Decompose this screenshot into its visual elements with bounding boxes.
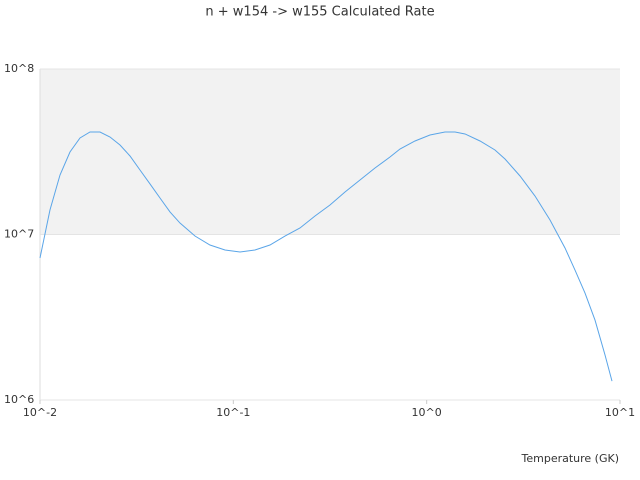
- line-series: [39, 131, 613, 382]
- x-tick-label: 10^-2: [23, 406, 57, 419]
- x-tick-label: 10^1: [605, 406, 635, 419]
- y-tick-label: 10^6: [4, 393, 34, 406]
- chart-title: n + w154 -> w155 Calculated Rate: [205, 5, 434, 20]
- y-tick-label: 10^7: [4, 228, 34, 241]
- plot-band: [40, 69, 620, 235]
- x-tick-label: 10^-1: [216, 406, 250, 419]
- x-axis-label: Temperature (GK): [521, 452, 620, 465]
- x-tick-label: 10^0: [412, 406, 442, 419]
- y-tick-label: 10^8: [4, 62, 34, 75]
